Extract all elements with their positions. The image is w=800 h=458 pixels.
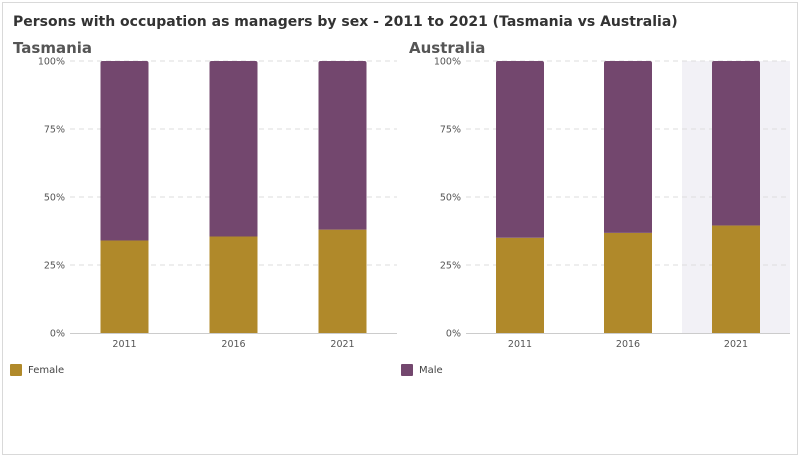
legend-male-swatch bbox=[401, 364, 413, 376]
australia-bar-female-2011 bbox=[496, 237, 544, 333]
australia-y-tick-label: 100% bbox=[434, 57, 461, 68]
tasmania-bar-male-2011 bbox=[100, 61, 149, 241]
legend-male-label: Male bbox=[419, 364, 443, 376]
australia-bar-female-2021 bbox=[712, 225, 760, 333]
tasmania-bar-male-2016 bbox=[209, 61, 258, 237]
legend-male[interactable]: Male bbox=[401, 363, 443, 377]
australia-y-tick-label: 50% bbox=[440, 193, 461, 204]
australia-bar-female-2016 bbox=[604, 232, 652, 333]
australia-y-tick-label: 75% bbox=[440, 125, 461, 136]
tasmania-y-tick-label: 0% bbox=[50, 329, 65, 340]
tasmania-bar-male-2021 bbox=[318, 61, 367, 230]
tasmania-x-tick-label: 2021 bbox=[330, 339, 354, 350]
australia-bar-male-2021 bbox=[712, 61, 760, 226]
australia-y-tick-label: 25% bbox=[440, 261, 461, 272]
australia-x-tick-label: 2016 bbox=[616, 339, 640, 350]
tasmania-x-tick-label: 2016 bbox=[221, 339, 245, 350]
australia-bar-male-2011 bbox=[496, 61, 544, 238]
legend-female[interactable]: Female bbox=[10, 363, 64, 377]
australia-bar-male-2016 bbox=[604, 61, 652, 233]
legend-female-swatch bbox=[10, 364, 22, 376]
tasmania-bar-female-2011 bbox=[100, 240, 149, 333]
tasmania-bar-female-2021 bbox=[318, 229, 367, 333]
tasmania-y-tick-label: 100% bbox=[38, 57, 65, 68]
tasmania-y-tick-label: 75% bbox=[44, 125, 65, 136]
australia-x-tick-label: 2021 bbox=[724, 339, 748, 350]
chart-title: Persons with occupation as managers by s… bbox=[13, 14, 678, 30]
tasmania-panel-title: Tasmania bbox=[13, 39, 93, 57]
tasmania-x-tick-label: 2011 bbox=[112, 339, 136, 350]
tasmania-bar-female-2016 bbox=[209, 236, 258, 333]
tasmania-y-tick-label: 25% bbox=[44, 261, 65, 272]
legend-female-label: Female bbox=[28, 364, 65, 376]
australia-y-tick-label: 0% bbox=[446, 329, 461, 340]
australia-panel-title: Australia bbox=[409, 39, 486, 57]
tasmania-y-tick-label: 50% bbox=[44, 193, 65, 204]
australia-x-tick-label: 2011 bbox=[508, 339, 532, 350]
